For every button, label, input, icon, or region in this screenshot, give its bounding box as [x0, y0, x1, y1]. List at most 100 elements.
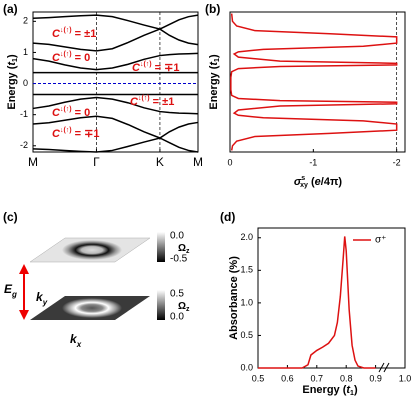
gap-e: E: [4, 282, 13, 296]
y-tick-label: -1: [20, 109, 28, 119]
y-tick-label: 2: [23, 16, 28, 26]
panel-label: (c): [3, 210, 18, 224]
panel-label: (d): [220, 210, 235, 224]
colorbar-tick: 0.0: [170, 231, 184, 242]
annotation-part: C: [132, 62, 141, 74]
y-axis-label-part: t: [208, 61, 220, 66]
ky-sub: y: [42, 298, 48, 307]
bottom-colorbar: [157, 290, 165, 320]
top-colorbar: [157, 232, 165, 262]
x-axis-label-part: 1: [350, 390, 354, 397]
y-axis-label-part: Energy (: [6, 65, 18, 109]
diagram-c: (c) 0.0 -0.5 Ωz 0.5 0.0 Ωz Eg ky kx: [3, 210, 190, 348]
y-axis-label-part: ): [208, 54, 220, 58]
gap-sub: g: [11, 290, 17, 299]
bottom-ring: [62, 298, 122, 318]
plot-frame: [32, 11, 199, 153]
annotation-part: = ∓1: [72, 128, 100, 140]
annotation: C↓(↑) = ±1: [130, 95, 174, 108]
ky-label: ky: [36, 290, 48, 306]
annotation-part: C: [130, 96, 139, 108]
colorbar-label: Ωz: [178, 243, 190, 256]
kx: k: [70, 332, 78, 346]
y-axis-label-part: 1: [12, 58, 19, 62]
x-axis-label-part: t: [346, 384, 351, 396]
x-axis-label-part: /4π): [321, 176, 343, 188]
annotation-part: = 0: [72, 107, 91, 119]
annotation-part: = 0: [72, 52, 91, 64]
y-axis-label-part: Energy (: [208, 65, 220, 109]
plot-frame: [257, 227, 406, 369]
y-tick-label: 0.0: [240, 362, 253, 372]
y-axis-label: Energy (t1): [6, 54, 19, 110]
colorbar-tick: -0.5: [170, 254, 188, 265]
annotation-part: C: [52, 128, 61, 140]
series-line: [32, 115, 199, 139]
x-tick-label: Γ: [93, 155, 100, 169]
y-axis-label-part: ): [6, 54, 18, 58]
ky: k: [36, 290, 44, 304]
x-axis-label: Energy (t1): [302, 384, 358, 397]
y-axis-label-part: t: [6, 61, 18, 66]
annotation: C↓(↑) = ∓1: [52, 127, 100, 140]
y-tick-label: 1: [23, 47, 28, 57]
panel-label: (a): [3, 2, 18, 16]
x-axis-label: σs xy (e/4π): [294, 175, 342, 189]
omega: Ω: [178, 243, 186, 254]
x-tick-label: K: [156, 155, 164, 169]
legend-label: σ⁺: [375, 235, 386, 246]
x-tick-label: 0.8: [340, 373, 353, 383]
x-tick-label: -2: [393, 157, 401, 167]
x-tick-label: 0: [227, 157, 232, 167]
annotation-part: ↓(↑): [138, 95, 150, 102]
y-tick-label: 0: [23, 78, 28, 88]
y-axis-label: Absorbance (%): [228, 256, 240, 340]
annotation: C↓(↑) = 0: [52, 106, 90, 119]
annotation-part: C: [52, 107, 61, 119]
series-line: [258, 236, 376, 369]
x-axis-label-part: σ: [294, 176, 302, 188]
series-line: [32, 52, 199, 71]
y-tick-label: -2: [20, 140, 28, 150]
colorbar-tick: 0.0: [170, 312, 184, 323]
x-tick-label: -1: [309, 157, 317, 167]
gap-label: Eg: [4, 282, 17, 298]
annotation-part: C: [52, 28, 61, 40]
annotation-part: ↓(↑): [60, 27, 72, 34]
series-line: [32, 14, 199, 30]
plot-frame: [229, 11, 406, 153]
x-tick-label: 0.9: [369, 373, 382, 383]
annotation: C↓(↑) = ∓1: [132, 61, 180, 74]
panel-label: (b): [205, 2, 220, 16]
annotation-part: ↓(↑): [60, 51, 72, 58]
annotation-part: C: [52, 52, 61, 64]
y-axis-label-part: 1: [214, 58, 221, 62]
annotation-part: = ±1: [150, 96, 175, 108]
x-axis-label-part: Energy (: [302, 384, 346, 396]
y-tick-label: 1.5: [240, 265, 253, 275]
x-tick-label: M: [193, 155, 203, 169]
annotation-part: ↓(↑): [140, 61, 152, 68]
series-line: [230, 13, 398, 151]
y-axis-label: Energy (t1): [208, 54, 221, 110]
omega-sub: z: [186, 306, 190, 313]
series-line: [32, 137, 199, 153]
kx-label: kx: [70, 332, 82, 348]
colorbar-label: Ωz: [178, 301, 190, 314]
y-tick-label: 0.5: [240, 330, 253, 340]
omega-sub: z: [186, 248, 190, 255]
annotation: C↓(↑) = ±1: [52, 27, 96, 40]
colorbar-tick: 0.5: [170, 289, 184, 300]
x-axis-label-part: e: [315, 176, 321, 188]
series-line: [32, 28, 199, 52]
annotation-part: ↓(↑): [60, 106, 72, 113]
annotation-part: ↓(↑): [60, 127, 72, 134]
annotation: C↓(↑) = 0: [52, 51, 90, 64]
x-tick-label: 0.7: [311, 373, 324, 383]
series-line: [32, 96, 199, 115]
kx-sub: x: [76, 340, 82, 349]
y-tick-label: 2.0: [240, 232, 253, 242]
x-tick-label: 0.5: [252, 373, 265, 383]
x-axis-label-part: (: [308, 176, 315, 188]
y-axis-label-part: Absorbance (%): [228, 256, 240, 340]
